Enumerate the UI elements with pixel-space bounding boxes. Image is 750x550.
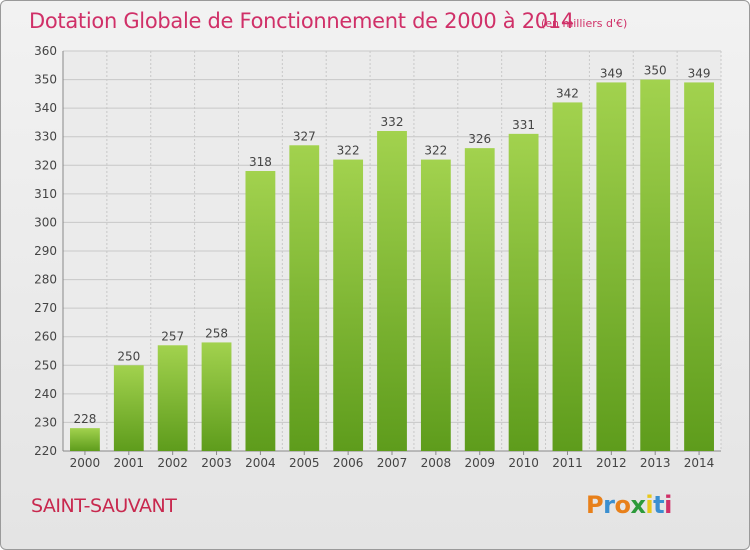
x-tick-label: 2003 bbox=[201, 456, 232, 470]
x-tick-label: 2014 bbox=[684, 456, 715, 470]
data-label: 228 bbox=[73, 412, 96, 426]
data-label: 350 bbox=[644, 64, 667, 78]
data-label: 326 bbox=[468, 132, 491, 146]
bar bbox=[640, 79, 671, 452]
x-tick-label: 2011 bbox=[552, 456, 583, 470]
x-tick-label: 2002 bbox=[157, 456, 188, 470]
data-label: 331 bbox=[512, 118, 535, 132]
y-tick-label: 350 bbox=[34, 73, 57, 87]
bar bbox=[596, 82, 627, 451]
data-label: 349 bbox=[600, 66, 623, 80]
chart-title: Dotation Globale de Fonctionnement de 20… bbox=[29, 9, 574, 33]
logo-letter: i bbox=[645, 491, 654, 519]
x-tick-label: 2000 bbox=[70, 456, 101, 470]
bar bbox=[684, 82, 714, 451]
logo-letter: t bbox=[653, 491, 665, 519]
bar bbox=[113, 365, 144, 451]
x-tick-label: 2004 bbox=[245, 456, 276, 470]
y-tick-label: 240 bbox=[34, 387, 57, 401]
bars bbox=[70, 79, 714, 452]
x-tick-label: 2006 bbox=[333, 456, 364, 470]
data-label: 332 bbox=[381, 115, 404, 129]
x-tick-label: 2008 bbox=[421, 456, 452, 470]
bar bbox=[333, 159, 364, 452]
x-tick-label: 2013 bbox=[640, 456, 671, 470]
x-tick-label: 2012 bbox=[596, 456, 627, 470]
y-tick-label: 230 bbox=[34, 415, 57, 429]
x-tick-label: 2010 bbox=[508, 456, 539, 470]
logo-letter: r bbox=[603, 491, 615, 519]
y-tick-label: 300 bbox=[34, 215, 57, 229]
x-tick-label: 2007 bbox=[377, 456, 408, 470]
data-label: 250 bbox=[117, 349, 140, 363]
y-tick-label: 260 bbox=[34, 330, 57, 344]
bar bbox=[464, 148, 495, 451]
y-tick-label: 340 bbox=[34, 101, 57, 115]
logo-letter: o bbox=[614, 491, 631, 519]
data-labels: 228 250 257 258 318 327 322 332 322 326 331 342 349 3… bbox=[73, 64, 710, 427]
x-tick-label: 2009 bbox=[464, 456, 495, 470]
bar bbox=[70, 428, 100, 451]
bar bbox=[245, 171, 276, 451]
y-tick-label: 250 bbox=[34, 358, 57, 372]
y-tick-label: 290 bbox=[34, 244, 57, 258]
data-label: 327 bbox=[293, 129, 316, 143]
logo-letter: P bbox=[586, 491, 604, 519]
data-label: 322 bbox=[337, 144, 360, 158]
bar bbox=[201, 342, 232, 451]
proxiti-logo: Proxiti bbox=[586, 491, 672, 519]
y-tick-label: 310 bbox=[34, 187, 57, 201]
data-label: 318 bbox=[249, 155, 272, 169]
x-tick-label: 2005 bbox=[289, 456, 320, 470]
data-label: 258 bbox=[205, 326, 228, 340]
bar bbox=[289, 145, 320, 452]
logo-letter: x bbox=[630, 491, 646, 519]
bar bbox=[420, 159, 451, 452]
data-label: 349 bbox=[688, 66, 711, 80]
logo-letter: i bbox=[664, 491, 672, 519]
y-tick-label: 320 bbox=[34, 158, 57, 172]
data-label: 322 bbox=[424, 144, 447, 158]
commune-name: SAINT-SAUVANT bbox=[31, 495, 177, 517]
y-tick-label: 220 bbox=[34, 444, 57, 458]
bar bbox=[508, 133, 539, 451]
chart-unit: (en milliers d'€) bbox=[541, 17, 628, 30]
bar bbox=[157, 345, 188, 451]
x-tick-label: 2001 bbox=[114, 456, 145, 470]
data-label: 342 bbox=[556, 86, 579, 100]
y-tick-label: 360 bbox=[34, 44, 57, 58]
y-tick-label: 330 bbox=[34, 130, 57, 144]
logo-text: Proxiti bbox=[586, 491, 672, 519]
y-tick-label: 280 bbox=[34, 273, 57, 287]
bar bbox=[377, 131, 407, 451]
y-tick-label: 270 bbox=[34, 301, 57, 315]
data-label: 257 bbox=[161, 329, 184, 343]
bar bbox=[552, 102, 583, 451]
